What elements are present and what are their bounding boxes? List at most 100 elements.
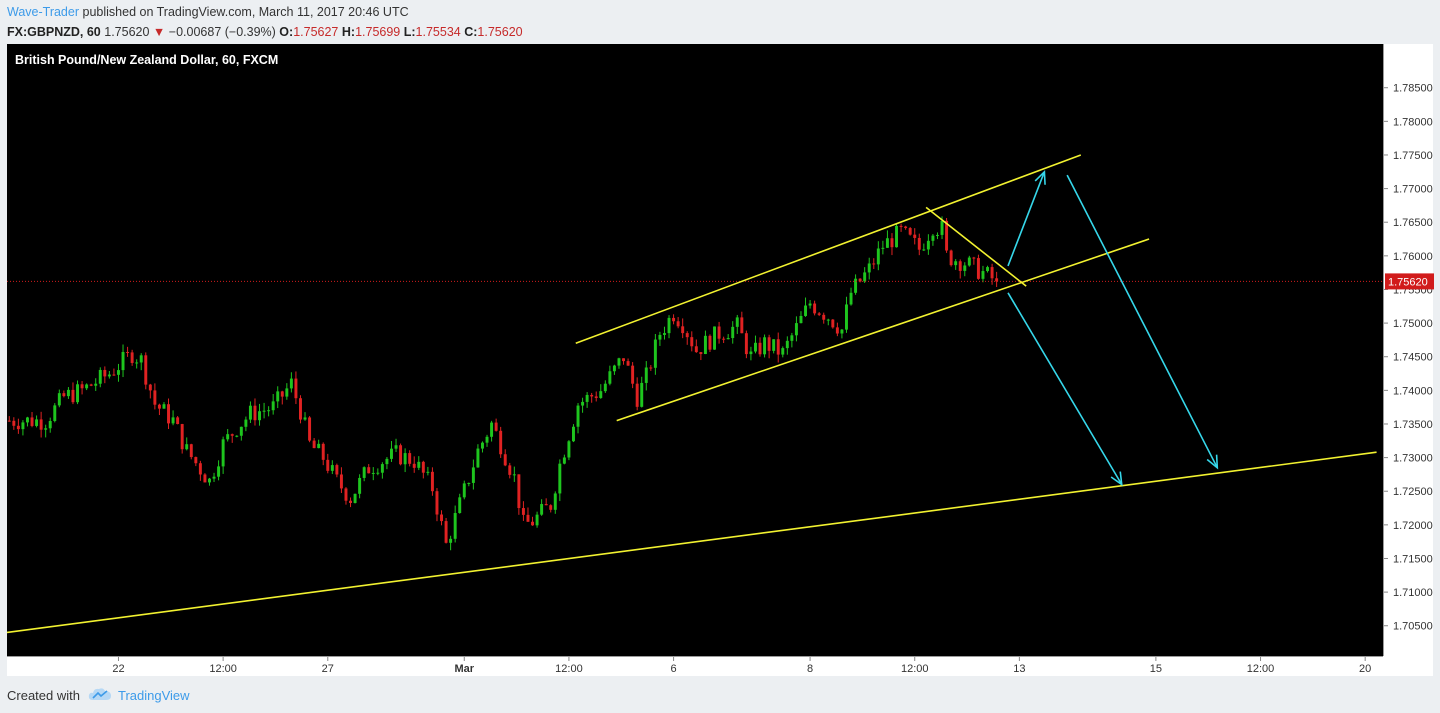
candle-body — [344, 488, 348, 501]
candle-body — [794, 323, 798, 336]
candle-body — [881, 247, 885, 249]
candle-body — [785, 340, 789, 349]
candle-body — [717, 326, 721, 339]
price-axis[interactable]: 1.78500 1.78000 1.77500 1.77000 1.76500 1.760… — [1383, 44, 1434, 656]
candle-body — [103, 369, 107, 377]
price-tick-label: 1.71000 — [1393, 587, 1433, 599]
close-label: C: — [464, 25, 478, 39]
candle-body — [567, 441, 571, 458]
candle-body — [239, 426, 243, 436]
candle-body — [335, 465, 339, 475]
candle-body — [176, 417, 180, 425]
candle-body — [276, 391, 280, 402]
candle-body — [581, 401, 585, 406]
candle-body — [157, 404, 161, 409]
candle-body — [585, 394, 589, 402]
candle-body — [512, 474, 516, 476]
candle-body — [922, 249, 926, 251]
candle-body — [80, 384, 84, 389]
candle-body — [226, 434, 230, 440]
channel-upper-line — [575, 154, 1082, 345]
candle-body — [544, 504, 548, 506]
candle-body — [945, 220, 949, 251]
time-tick-label: 20 — [1359, 663, 1371, 675]
time-axis[interactable]: 22 12:00 27 Mar 12:00 6 8 12:00 13 15 12:00 20 — [7, 656, 1383, 676]
candle-body — [508, 465, 512, 475]
candle-body — [490, 422, 494, 437]
candle-body — [308, 417, 312, 441]
price-tick-label: 1.78000 — [1393, 116, 1433, 128]
candle-body — [790, 335, 794, 341]
candle-body — [672, 317, 676, 322]
price-change: −0.00687 (−0.39%) — [168, 25, 276, 39]
candle-body — [990, 267, 994, 279]
candle-body — [112, 374, 116, 376]
current-price-badge — [1385, 273, 1434, 290]
candle-body — [535, 514, 539, 526]
candle-body — [35, 419, 39, 426]
candle-body — [440, 514, 443, 522]
candle-body — [248, 405, 252, 420]
time-tick-label: 15 — [1150, 663, 1162, 675]
candle-body — [71, 389, 75, 403]
candle-body — [230, 434, 234, 436]
candle-body — [690, 337, 694, 347]
candle-body — [399, 445, 403, 465]
candle-body — [940, 220, 944, 235]
tradingview-link[interactable]: TradingView — [117, 688, 190, 703]
candle-body — [858, 278, 862, 282]
author-link[interactable]: Wave-Trader — [7, 5, 80, 19]
candle-body — [57, 393, 61, 406]
candle-body — [995, 278, 999, 282]
ohlc-line: FX:GBPNZD, 60 1.75620 ▼ −0.00687 (−0.39%… — [7, 23, 523, 43]
candle-body — [258, 411, 261, 421]
drawings-group — [7, 154, 1383, 634]
candle-body — [831, 319, 835, 328]
projection-arrow-up-head — [1034, 169, 1046, 185]
candle-body — [212, 476, 216, 479]
candle-body — [558, 463, 562, 494]
candle-body — [417, 461, 421, 468]
down-arrow-icon: ▼ — [152, 25, 166, 39]
candle-body — [408, 453, 412, 464]
candle-body — [713, 326, 716, 350]
candle-body — [162, 404, 166, 409]
candle-body — [931, 235, 935, 241]
candle-body — [299, 398, 302, 420]
price-tick-label: 1.75000 — [1393, 318, 1433, 330]
candle-body — [462, 483, 466, 498]
candle-body — [740, 317, 744, 334]
candle-body — [635, 383, 639, 407]
candle-body — [394, 445, 398, 449]
projection-arrow-target-head — [1206, 454, 1219, 470]
candle-body — [649, 367, 653, 369]
candle-body — [476, 448, 480, 468]
high-value: 1.75699 — [355, 25, 401, 39]
candle-body — [895, 225, 898, 248]
footer: Created with TradingView — [7, 687, 190, 704]
candle-body — [294, 378, 298, 399]
candle-body — [244, 419, 248, 427]
candle-body — [39, 419, 43, 430]
candle-body — [48, 421, 52, 429]
candle-body — [153, 390, 157, 405]
chart-title: British Pound/New Zealand Dollar, 60, FX… — [15, 53, 279, 67]
candle-body — [16, 425, 20, 430]
candle-body — [562, 457, 566, 464]
price-chart-svg — [7, 154, 1383, 634]
candle-body — [826, 319, 830, 321]
candle-body — [467, 482, 471, 484]
plot-area[interactable]: British Pound/New Zealand Dollar, 60, FX… — [7, 44, 1383, 656]
candle-body — [21, 422, 25, 430]
time-tick-label: 8 — [807, 663, 813, 675]
candle-body — [776, 339, 780, 355]
candle-body — [845, 304, 848, 330]
price-tick-label: 1.77000 — [1393, 184, 1433, 196]
candle-body — [412, 463, 416, 468]
candle-body — [148, 384, 152, 391]
candle-body — [726, 338, 730, 340]
candle-body — [735, 317, 739, 327]
high-label: H: — [341, 25, 356, 39]
candle-body — [139, 355, 143, 363]
candle-body — [899, 225, 903, 227]
